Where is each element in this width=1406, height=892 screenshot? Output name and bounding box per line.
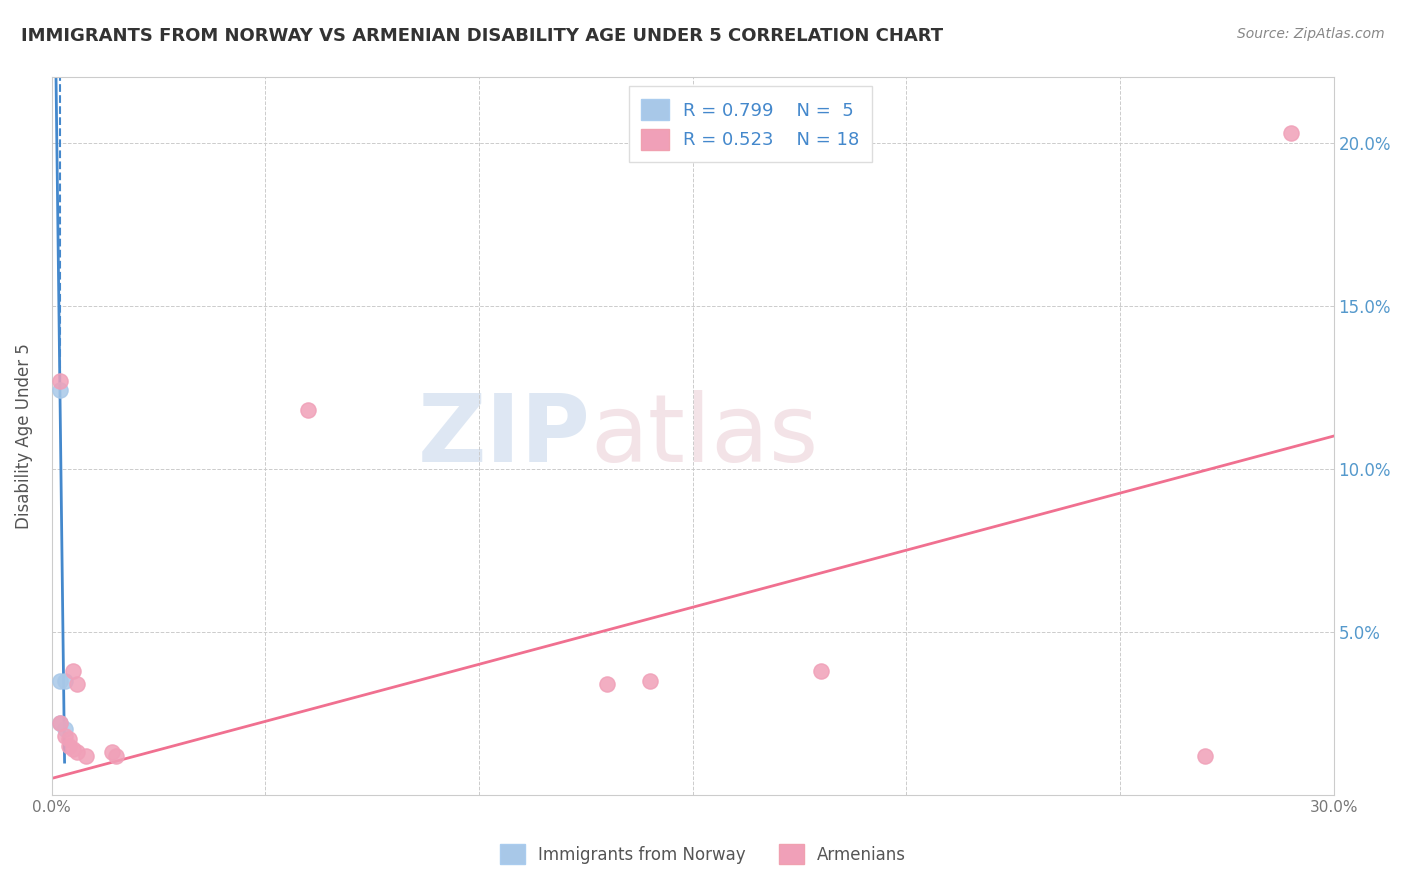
Point [49, 374, 72, 388]
Point [53, 673, 76, 688]
Point [62, 742, 84, 756]
Text: atlas: atlas [591, 390, 818, 482]
Legend: R = 0.799    N =  5, R = 0.523    N = 18: R = 0.799 N = 5, R = 0.523 N = 18 [628, 87, 872, 162]
Point [53, 723, 76, 737]
Point [53, 729, 76, 743]
Point [1279, 126, 1302, 140]
Point [66, 745, 89, 759]
Point [297, 403, 319, 417]
Legend: Immigrants from Norway, Armenians: Immigrants from Norway, Armenians [494, 838, 912, 871]
Point [100, 745, 122, 759]
Point [49, 716, 72, 731]
Point [1194, 748, 1216, 763]
Text: Source: ZipAtlas.com: Source: ZipAtlas.com [1237, 27, 1385, 41]
Point [49, 384, 72, 398]
Point [58, 739, 80, 753]
Point [810, 664, 832, 678]
Y-axis label: Disability Age Under 5: Disability Age Under 5 [15, 343, 32, 529]
Point [49, 673, 72, 688]
Point [596, 677, 619, 691]
Text: ZIP: ZIP [418, 390, 591, 482]
Point [104, 748, 127, 763]
Point [62, 664, 84, 678]
Point [49, 716, 72, 731]
Point [66, 677, 89, 691]
Point [638, 673, 661, 688]
Point [58, 732, 80, 747]
Text: IMMIGRANTS FROM NORWAY VS ARMENIAN DISABILITY AGE UNDER 5 CORRELATION CHART: IMMIGRANTS FROM NORWAY VS ARMENIAN DISAB… [21, 27, 943, 45]
Point [75, 748, 97, 763]
